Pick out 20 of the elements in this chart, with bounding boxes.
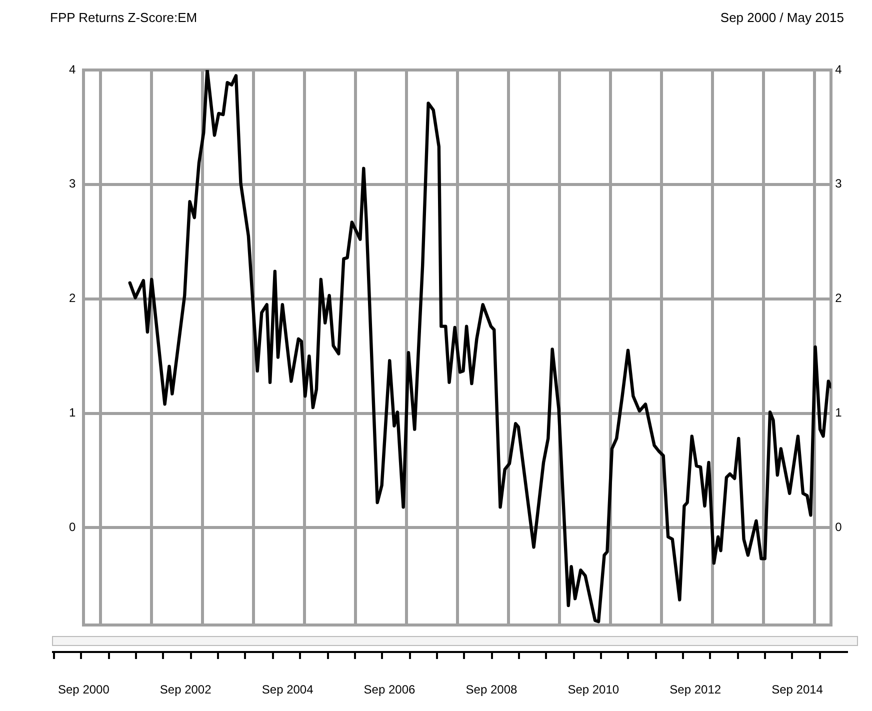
x-tick-label: Sep 2002	[160, 682, 212, 697]
y-tick-label: 1	[69, 406, 76, 420]
y2-tick-label: 3	[835, 176, 842, 191]
y2-tick-label: 1	[835, 406, 842, 420]
y2-tick-label: 0	[835, 520, 842, 534]
x-tick-label: Sep 2006	[364, 682, 416, 697]
y-tick-label: 3	[69, 176, 76, 191]
chart-title: FPP Returns Z-Score:EM	[50, 10, 198, 25]
y2-tick-label: 2	[835, 291, 842, 306]
x-tick-label: Sep 2014	[772, 682, 824, 697]
y-tick-label: 2	[69, 291, 76, 306]
y2-tick-label: 4	[835, 62, 842, 76]
x-tick-label: Sep 2012	[670, 682, 722, 697]
x-tick-label: Sep 2010	[568, 682, 620, 697]
x-tick-label: Sep 2000	[58, 682, 110, 697]
y-tick-label: 4	[69, 62, 76, 76]
x-tick-label: Sep 2008	[466, 682, 518, 697]
chart-subtitle: Sep 2000 / May 2015	[720, 10, 844, 25]
x-tick-label: Sep 2004	[262, 682, 314, 697]
y-tick-label: 0	[69, 520, 76, 534]
